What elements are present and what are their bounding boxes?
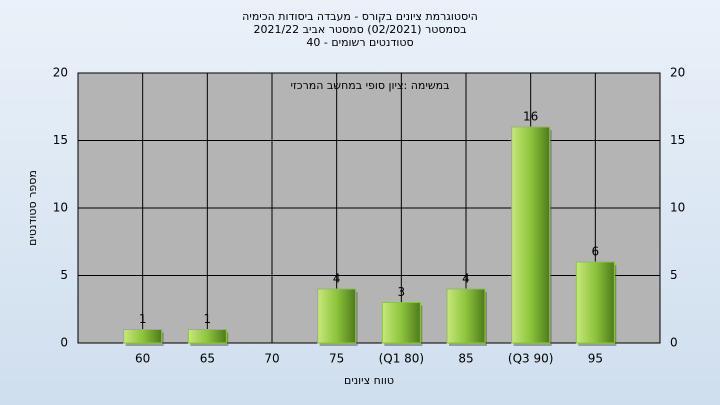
subtitle: במשימה :ציון סופי במחשב המרכזי (290, 79, 449, 92)
bar (381, 302, 421, 344)
y2-tick-label: 20 (670, 66, 685, 80)
data-label: 6 (592, 245, 600, 259)
y2-tick-label: 0 (670, 336, 678, 350)
bar (511, 126, 551, 344)
data-label: 1 (139, 312, 147, 326)
data-label: 4 (333, 272, 341, 286)
y-tick-label: 15 (53, 133, 68, 147)
data-label: 4 (462, 272, 470, 286)
data-label: 16 (523, 110, 538, 124)
y2-tick-label: 5 (670, 268, 678, 282)
y-tick-label: 5 (60, 268, 68, 282)
y-axis-label: מספר סטודנטים (26, 170, 39, 246)
y-tick-label: 20 (53, 66, 68, 80)
bar (317, 288, 357, 344)
x-tick-label: 70 (264, 352, 279, 366)
chart-title: סטודנטים רשומים - 40 (306, 36, 413, 49)
x-tick-label: 60 (135, 352, 150, 366)
y-tick-label: 10 (53, 201, 68, 215)
x-tick-label: 65 (200, 352, 215, 366)
y2-tick-label: 10 (670, 201, 685, 215)
x-tick-label: 75 (329, 352, 344, 366)
bar (446, 288, 486, 344)
bar (123, 329, 163, 344)
data-label: 3 (398, 285, 406, 299)
x-axis-label: טווח ציונים (344, 374, 394, 387)
y2-tick-label: 15 (670, 133, 685, 147)
x-tick-label: (Q1 80) (379, 352, 425, 366)
x-tick-label: (Q3 90) (508, 352, 554, 366)
x-tick-label: 85 (458, 352, 473, 366)
y-tick-label: 0 (60, 336, 68, 350)
chart-title: בסמסטר (02/2021) סמסטר אביב 2021/22 (253, 23, 466, 36)
bar (187, 329, 227, 344)
x-tick-label: 95 (588, 352, 603, 366)
bar (575, 261, 615, 344)
chart-title: היסטוגרמת ציונים בקורס - מעבדה ביסודות ה… (242, 10, 478, 23)
data-label: 1 (204, 312, 212, 326)
